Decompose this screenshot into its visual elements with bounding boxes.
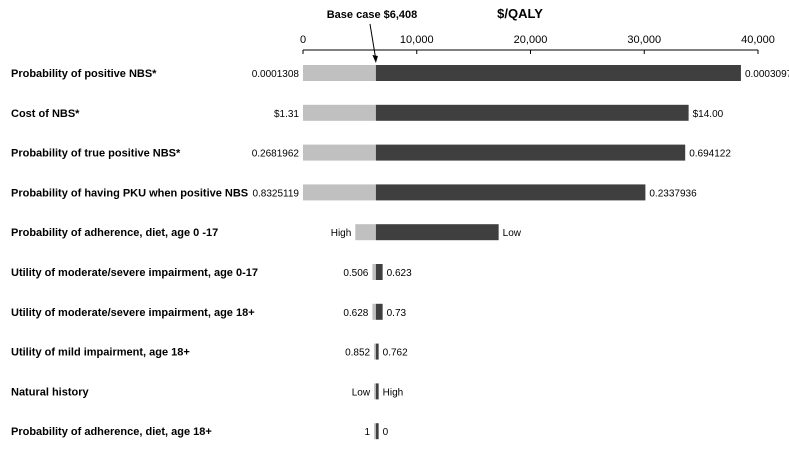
left-value-label: 0.0001308	[252, 69, 300, 80]
high-value-bar	[375, 224, 499, 241]
tornado-row: Natural history Low High	[11, 383, 404, 400]
high-value-bar	[375, 264, 383, 280]
row-label: Probability of true positive NBS*	[11, 148, 181, 160]
left-value-label: 0.8325119	[252, 188, 299, 199]
right-value-label: 0.0003097	[745, 69, 789, 80]
row-label: Probability of positive NBS*	[11, 68, 157, 80]
row-label: Natural history	[11, 386, 90, 398]
base-case-annotation: Base case $6,408	[327, 9, 418, 63]
right-value-label: High	[383, 387, 404, 398]
row-label: Probability of adherence, diet, age 0 -1…	[11, 227, 218, 239]
right-value-label: 0.694122	[689, 149, 731, 160]
low-value-bar	[374, 343, 376, 360]
low-value-bar	[372, 264, 376, 280]
left-value-label: High	[331, 228, 352, 239]
low-value-bar	[355, 224, 376, 241]
right-value-label: 0.623	[387, 268, 412, 279]
high-value-bar	[375, 343, 379, 360]
low-value-bar	[303, 65, 376, 81]
row-label: Utility of moderate/severe impairment, a…	[11, 267, 258, 279]
x-tick-label: 20,000	[514, 34, 548, 46]
right-value-label: 0.2337936	[649, 188, 697, 199]
right-value-label: Low	[503, 228, 522, 239]
left-value-label: 1	[365, 427, 371, 438]
left-value-label: $1.31	[274, 109, 299, 120]
tornado-row: Utility of moderate/severe impairment, a…	[11, 303, 407, 320]
left-value-label: Low	[352, 387, 371, 398]
high-value-bar	[375, 383, 379, 400]
x-tick-label: 10,000	[400, 34, 434, 46]
base-case-label: Base case $6,408	[327, 9, 418, 21]
right-value-label: 0	[383, 427, 389, 438]
tornado-row: Probability of positive NBS* 0.0001308 0.0…	[11, 65, 789, 81]
base-case-arrow	[369, 23, 377, 61]
high-value-bar	[375, 65, 741, 81]
tornado-row: Cost of NBS* $1.31 $14.00	[11, 104, 724, 121]
bars-group: Probability of positive NBS* 0.0001308 0.0…	[11, 65, 789, 440]
right-value-label: 0.73	[387, 308, 407, 319]
tornado-row: Probability of adherence, diet, age 0 -1…	[11, 224, 522, 241]
right-value-label: $14.00	[693, 109, 724, 120]
high-value-bar	[375, 303, 383, 320]
high-value-bar	[375, 144, 686, 161]
tornado-row: Utility of moderate/severe impairment, a…	[11, 264, 412, 280]
tornado-row: Probability of true positive NBS* 0.26819…	[11, 144, 731, 161]
axis-title: $/QALY	[497, 6, 543, 21]
left-value-label: 0.506	[343, 268, 368, 279]
tornado-row: Probability of adherence, diet, age 18+ 1…	[11, 423, 389, 440]
x-axis: $/QALY 0 10,000 20,000 30,000 40,000	[300, 6, 775, 54]
low-value-bar	[303, 144, 376, 161]
right-value-label: 0.762	[383, 348, 408, 359]
low-value-bar	[374, 423, 376, 440]
low-value-bar	[374, 383, 376, 400]
high-value-bar	[375, 184, 646, 201]
x-tick-label: 30,000	[627, 34, 661, 46]
left-value-label: 0.852	[345, 348, 370, 359]
row-label: Probability of adherence, diet, age 18+	[11, 426, 212, 438]
tornado-row: Probability of having PKU when positive …	[11, 184, 697, 201]
tornado-row: Utility of mild impairment, age 18+ 0.852…	[11, 343, 408, 360]
left-value-label: 0.2681962	[252, 149, 300, 160]
low-value-bar	[303, 184, 376, 201]
x-tick-label: 0	[300, 34, 306, 46]
left-value-label: 0.628	[343, 308, 368, 319]
row-label: Utility of moderate/severe impairment, a…	[11, 307, 255, 319]
low-value-bar	[372, 303, 376, 320]
high-value-bar	[375, 104, 689, 121]
base-case-arrowhead	[372, 55, 378, 63]
row-label: Probability of having PKU when positive …	[11, 187, 248, 199]
row-label: Utility of mild impairment, age 18+	[11, 347, 190, 359]
high-value-bar	[375, 423, 379, 440]
row-label: Cost of NBS*	[11, 108, 80, 120]
low-value-bar	[303, 104, 376, 121]
x-tick-label: 40,000	[741, 34, 775, 46]
